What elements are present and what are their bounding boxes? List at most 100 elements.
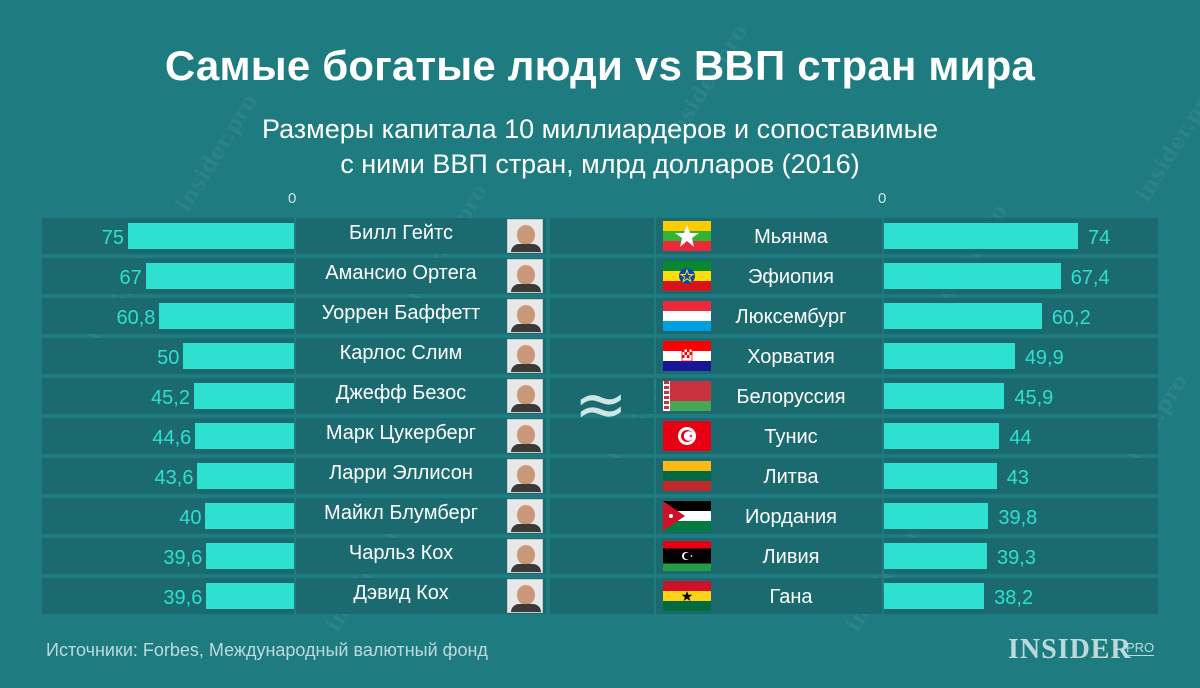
left-value-label: 67 <box>119 267 142 289</box>
center-gap-band <box>550 378 654 414</box>
center-gap-band <box>550 578 654 614</box>
right-bar <box>884 303 1042 329</box>
left-value-label: 50 <box>157 347 180 369</box>
left-bar <box>206 543 294 569</box>
country-name: Тунис <box>764 426 818 448</box>
right-bar <box>884 423 1000 449</box>
center-left-band <box>296 498 546 534</box>
left-bar <box>183 343 294 369</box>
right-bar <box>884 343 1015 369</box>
billionaire-photo <box>507 299 543 333</box>
left-bar <box>193 383 294 409</box>
right-bar <box>884 583 985 609</box>
billionaire-photo <box>507 259 543 293</box>
left-value-label: 39,6 <box>163 587 203 609</box>
billionaire-name: Майкл Блумберг <box>323 502 479 524</box>
insider-pro-logo: INSIDER PRO <box>1008 634 1155 666</box>
left-bar <box>206 583 294 609</box>
croatia-flag <box>663 341 711 371</box>
center-left-band <box>296 218 546 254</box>
left-value-label: 40 <box>179 507 202 529</box>
right-bar <box>884 263 1061 289</box>
right-value-label: 38,2 <box>994 587 1034 609</box>
billionaire-name: Джефф Безос <box>335 382 467 404</box>
chart-title: Самые богатые люди vs ВВП стран мира <box>164 42 1036 89</box>
left-value-label: 45,2 <box>151 387 190 409</box>
country-name: Хорватия <box>747 346 835 368</box>
billionaire-photo <box>507 419 543 453</box>
center-gap-band <box>550 458 654 494</box>
billionaire-photo <box>507 459 543 493</box>
country-name: Гана <box>769 586 813 608</box>
country-name: Литва <box>763 466 819 488</box>
billionaire-name: Карлос Слим <box>339 342 463 364</box>
left-bar <box>197 463 294 489</box>
left-value-label: 75 <box>101 227 124 249</box>
approx-equal-symbol: ≈ <box>574 368 628 442</box>
left-value-label: 60,8 <box>116 307 156 329</box>
source-note: Источники: Forbes, Международный валютны… <box>46 640 488 660</box>
country-name: Мьянма <box>754 226 828 248</box>
center-left-band <box>296 538 546 574</box>
myanmar-flag <box>663 221 711 251</box>
center-left-band <box>296 418 546 454</box>
right-value-label: 60,2 <box>1051 307 1091 329</box>
center-left-band <box>296 298 546 334</box>
right-bar <box>884 543 988 569</box>
left-value-label: 44,6 <box>152 427 192 449</box>
country-name: Ливия <box>762 546 820 568</box>
right-bar <box>884 503 989 529</box>
billionaire-name: Билл Гейтс <box>349 222 453 244</box>
billionaire-photo <box>507 379 543 413</box>
billionaire-name: Дэвид Кох <box>353 582 449 604</box>
belarus-flag <box>663 381 711 411</box>
right-value-label: 74 <box>1088 227 1111 249</box>
country-name: Белоруссия <box>736 386 846 408</box>
billionaire-photo <box>507 539 543 573</box>
logo-main: INSIDER <box>1008 634 1132 665</box>
right-bar <box>884 463 997 489</box>
left-bar <box>195 423 294 449</box>
left-bar <box>145 263 294 289</box>
left-bar <box>128 223 294 249</box>
left-bar <box>159 303 294 329</box>
right-value-label: 45,9 <box>1014 387 1054 409</box>
right-bar <box>884 223 1078 249</box>
left-bar <box>205 503 294 529</box>
subtitle-line-1: Размеры капитала 10 миллиардеров и сопос… <box>261 114 939 144</box>
left-value-label: 43,6 <box>154 467 194 489</box>
libya-flag <box>663 541 711 571</box>
center-left-band <box>296 338 546 374</box>
center-gap-band <box>550 218 654 254</box>
left-value-label: 39,6 <box>163 547 203 569</box>
jordan-flag <box>663 501 711 531</box>
lithuania-flag <box>663 461 711 491</box>
right-value-label: 67,4 <box>1070 267 1110 289</box>
right-value-label: 44 <box>1009 427 1032 449</box>
right-value-label: 43 <box>1006 467 1029 489</box>
billionaire-photo <box>507 579 543 613</box>
country-name: Люксембург <box>735 306 847 328</box>
left-axis-zero: 0 <box>288 190 297 207</box>
billionaire-name: Ларри Эллисон <box>329 462 473 484</box>
center-gap-band <box>550 498 654 534</box>
billionaire-name: Чарльз Кох <box>348 542 454 564</box>
ghana-flag <box>663 581 711 611</box>
center-left-band <box>296 458 546 494</box>
right-value-label: 39,8 <box>998 507 1038 529</box>
center-left-band <box>296 378 546 414</box>
center-gap-band <box>550 298 654 334</box>
right-value-label: 49,9 <box>1024 347 1064 369</box>
center-gap-band <box>550 538 654 574</box>
right-bar <box>884 383 1005 409</box>
center-gap-band <box>550 258 654 294</box>
billionaire-photo <box>507 339 543 373</box>
right-value-label: 39,3 <box>997 547 1036 569</box>
billionaire-photo <box>507 219 543 253</box>
ethiopia-flag <box>663 261 711 291</box>
country-name: Эфиопия <box>748 266 834 288</box>
luxembourg-flag <box>663 301 711 331</box>
center-left-band <box>296 258 546 294</box>
right-axis-zero: 0 <box>878 190 887 207</box>
center-gap-band <box>550 418 654 454</box>
